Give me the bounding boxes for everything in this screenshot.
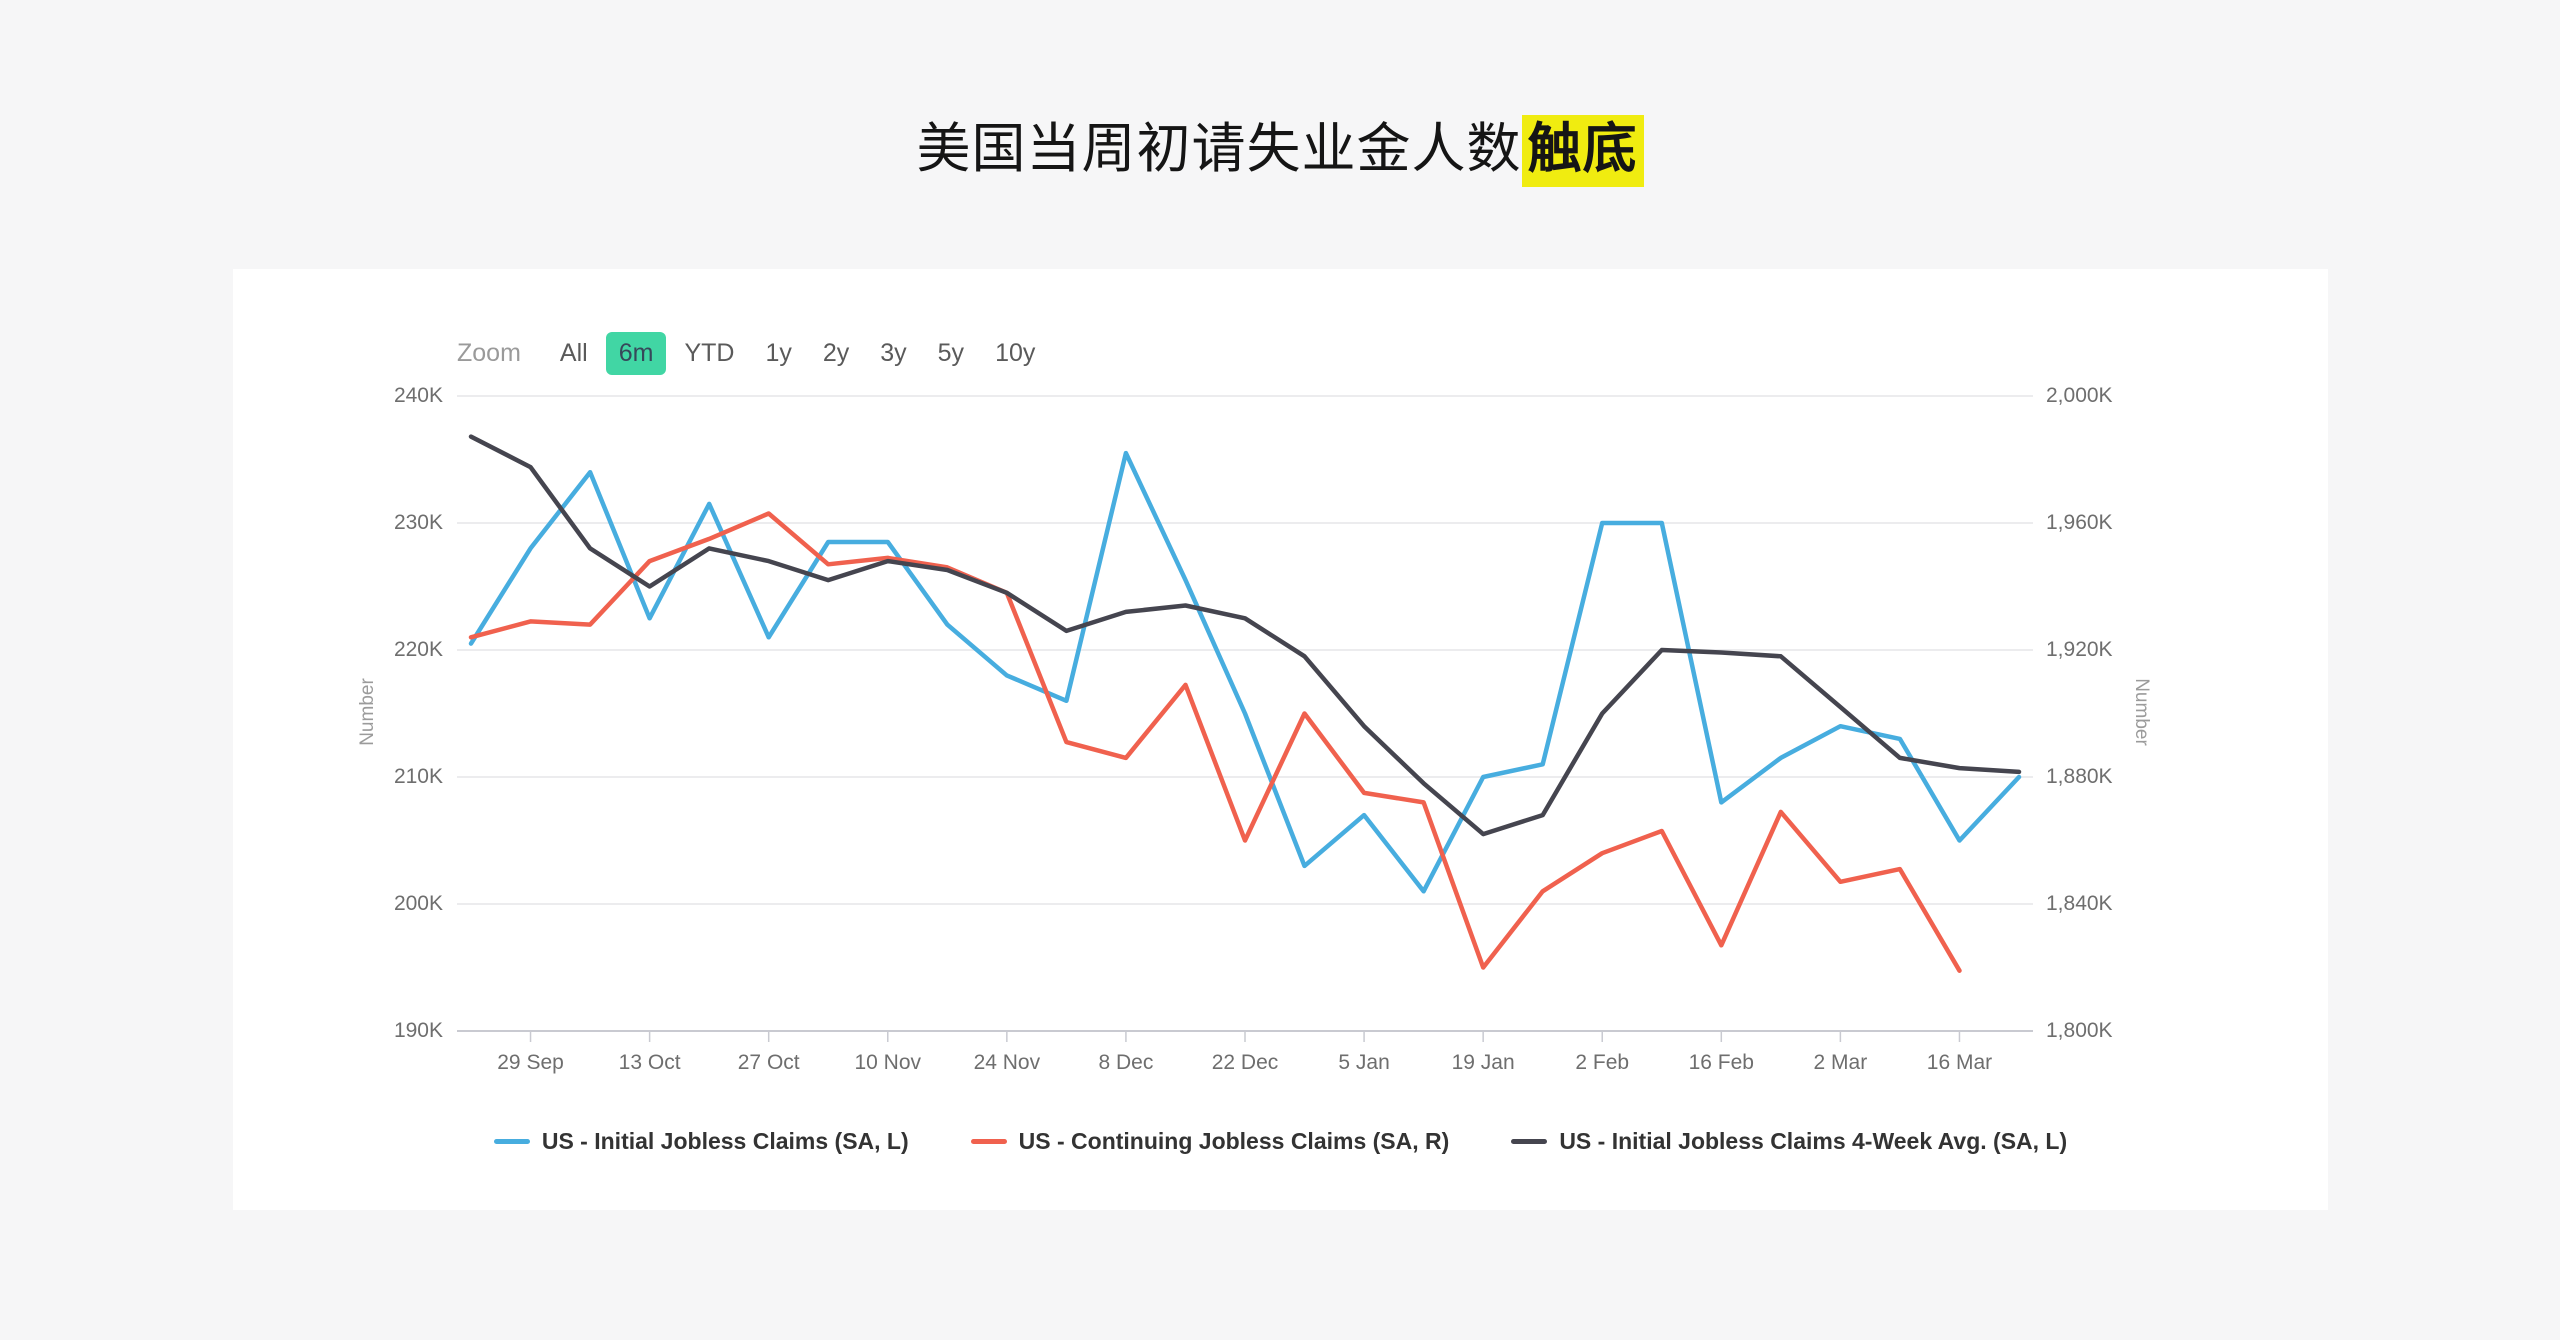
y-axis-right-tick-label: 1,840K — [2046, 892, 2113, 915]
y-axis-left-tick-label: 240K — [393, 384, 443, 407]
range-button-1y[interactable]: 1y — [765, 338, 792, 367]
range-button-5y[interactable]: 5y — [937, 338, 965, 367]
page-title: 美国当周初请失业金人数 触底 — [0, 104, 2560, 187]
x-axis-tick-label: 5 Jan — [1338, 1051, 1390, 1074]
x-axis-tick-label: 24 Nov — [973, 1051, 1041, 1074]
y-axis-left-tick-label: 200K — [393, 892, 443, 915]
range-button-ytd[interactable]: YTD — [684, 338, 735, 367]
y-axis-left-tick-label: 210K — [393, 765, 443, 788]
series-line-1 — [468, 511, 1962, 973]
legend-marker-0 — [493, 1138, 530, 1144]
y-axis-right-tick-label: 1,800K — [2046, 1019, 2113, 1042]
range-zoom-label: Zoom — [457, 338, 521, 367]
y-axis-right-tick-label: 1,920K — [2046, 638, 2113, 661]
legend: US - Initial Jobless Claims (SA, L) US - … — [233, 1121, 2328, 1161]
y-axis-left-tick-label: 190K — [393, 1019, 443, 1042]
plot-svg — [457, 395, 2033, 1042]
y-axis-left-tick-label: 220K — [393, 638, 443, 661]
legend-label-0: US - Initial Jobless Claims (SA, L) — [541, 1127, 909, 1154]
y-axis-right-tick-label: 2,000K — [2046, 384, 2113, 407]
legend-label-1: US - Continuing Jobless Claims (SA, R) — [1018, 1127, 1450, 1154]
range-button-3y[interactable]: 3y — [880, 338, 907, 367]
x-axis-tick-label: 2 Feb — [1575, 1051, 1630, 1074]
page-title-highlight: 触底 — [1521, 115, 1644, 187]
legend-item-1[interactable]: US - Continuing Jobless Claims (SA, R) — [970, 1127, 1450, 1155]
y-axis-left-labels: 240K 230K 220K 210K 200K 190K — [233, 269, 443, 1169]
series-line-2 — [468, 434, 2022, 837]
y-axis-right-title: Number — [2131, 678, 2152, 746]
x-axis-tick-label: 8 Dec — [1098, 1051, 1154, 1074]
x-axis-tick-label: 27 Oct — [737, 1051, 800, 1074]
legend-item-0[interactable]: US - Initial Jobless Claims (SA, L) — [493, 1127, 909, 1155]
legend-marker-1 — [970, 1138, 1007, 1144]
range-button-10y[interactable]: 10y — [995, 338, 1036, 367]
range-selector: Zoom All 6m YTD 1y 2y 3y 5y 10y — [457, 331, 1053, 375]
legend-label-2: US - Initial Jobless Claims 4-Week Avg. … — [1559, 1127, 2068, 1154]
range-button-2y[interactable]: 2y — [822, 338, 850, 367]
legend-marker-2 — [1511, 1138, 1548, 1144]
y-axis-left-title: Number — [357, 678, 378, 746]
series-line-0 — [468, 450, 2022, 894]
x-axis-tick-label: 29 Sep — [497, 1051, 564, 1074]
page-title-text: 美国当周初请失业金人数 — [916, 119, 1522, 179]
range-button-all[interactable]: All — [559, 338, 588, 367]
y-axis-right-labels: 2,000K 1,960K 1,920K 1,880K 1,840K 1,800K — [2046, 269, 2266, 1169]
legend-item-2[interactable]: US - Initial Jobless Claims 4-Week Avg. … — [1511, 1128, 2067, 1155]
range-button-6m[interactable]: 6m — [605, 331, 667, 375]
y-axis-left-tick-label: 230K — [393, 511, 443, 534]
y-axis-right-tick-label: 1,960K — [2046, 511, 2113, 534]
y-axis-right-tick-label: 1,880K — [2046, 765, 2113, 788]
chart-card: Zoom All 6m YTD 1y 2y 3y 5y 10y 240K 230K 220K 210… — [233, 269, 2328, 1210]
x-axis-tick-label: 16 Feb — [1688, 1051, 1754, 1074]
x-axis-tick-label: 2 Mar — [1813, 1051, 1868, 1074]
x-axis-tick-label: 16 Mar — [1926, 1051, 1993, 1074]
plot-area — [457, 390, 2033, 1050]
x-axis-tick-label: 10 Nov — [854, 1051, 922, 1074]
x-axis-labels: 29 Sep 13 Oct 27 Oct 10 Nov 24 Nov 8 Dec 22 De… — [457, 1051, 2033, 1081]
x-axis-tick-label: 13 Oct — [618, 1051, 681, 1074]
x-axis-tick-label: 22 Dec — [1211, 1051, 1279, 1074]
x-axis-tick-label: 19 Jan — [1451, 1051, 1515, 1074]
